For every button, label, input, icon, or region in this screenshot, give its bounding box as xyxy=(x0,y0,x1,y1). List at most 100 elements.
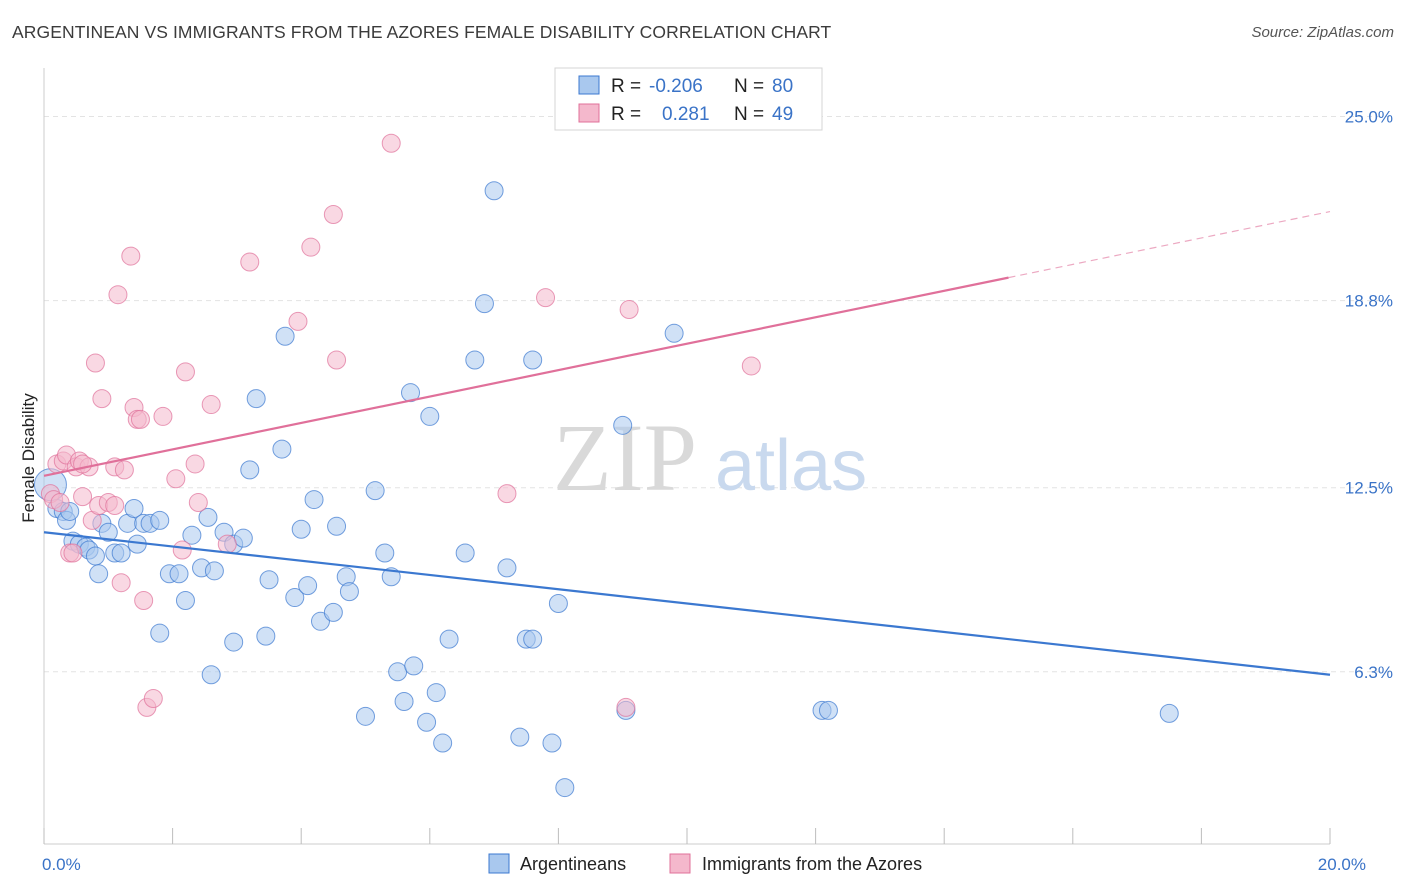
chart-title: ARGENTINEAN VS IMMIGRANTS FROM THE AZORE… xyxy=(12,22,832,42)
legend-n-value-1: 80 xyxy=(772,76,793,97)
argentineans-point xyxy=(375,543,395,563)
argentineans-point xyxy=(465,350,485,370)
azores-point xyxy=(201,395,221,415)
argentineans-point xyxy=(394,691,414,711)
azores-point xyxy=(85,353,105,373)
argentineans-point xyxy=(510,727,530,747)
azores-point xyxy=(114,460,134,480)
azores-point xyxy=(166,469,186,489)
argentineans-point xyxy=(240,460,260,480)
x-tick-label-1: 20.0% xyxy=(1318,855,1366,874)
azores-point xyxy=(143,689,163,709)
azores-point xyxy=(175,362,195,382)
azores-point xyxy=(108,285,128,305)
argentineans-point xyxy=(664,323,684,343)
azores-point xyxy=(240,252,260,272)
points-layer xyxy=(33,133,1179,798)
argentineans-point xyxy=(275,326,295,346)
y-axis-title: Female Disability xyxy=(19,393,38,523)
y-tick-label-0: 6.3% xyxy=(1354,663,1393,682)
legend-swatch-blue xyxy=(578,75,600,95)
watermark-atlas: atlas xyxy=(715,426,867,506)
argentineans-point xyxy=(420,406,440,426)
bottom-legend-label-argentineans: Argentineans xyxy=(520,854,626,874)
azores-point xyxy=(536,288,556,308)
legend-r-label-2: R = xyxy=(611,104,641,125)
azores-point xyxy=(301,237,321,257)
argentineans-point xyxy=(523,629,543,649)
argentineans-point xyxy=(497,558,517,578)
axis-layer xyxy=(43,68,1331,845)
argentineans-point xyxy=(169,564,189,584)
legend-n-value-2: 49 xyxy=(772,104,793,125)
argentineans-point xyxy=(175,591,195,611)
bottom-legend-swatch-pink xyxy=(669,853,691,874)
argentineans-point xyxy=(272,439,292,459)
azores-point xyxy=(288,311,308,331)
grid-layer xyxy=(44,116,1392,673)
argentineans-point xyxy=(417,712,437,732)
azores-point xyxy=(497,484,517,504)
argentineans-point xyxy=(291,519,311,539)
argentineans-point xyxy=(259,570,279,590)
bottom-legend: Argentineans Immigrants from the Azores xyxy=(488,853,922,874)
trend-layer xyxy=(43,210,1331,676)
argentineans-point xyxy=(542,733,562,753)
bottom-legend-label-azores: Immigrants from the Azores xyxy=(702,854,922,874)
azores-point xyxy=(50,493,70,513)
argentineans-point xyxy=(356,706,375,726)
labels-layer: 6.3% 12.5% 18.8% 25.0% 0.0% 20.0% xyxy=(42,108,1393,874)
argentineans-point xyxy=(613,415,633,435)
argentineans-point xyxy=(98,522,118,542)
azores-point xyxy=(188,493,208,513)
argentineans-point xyxy=(111,543,131,563)
argentineans-point xyxy=(401,383,421,403)
azores-point xyxy=(323,205,343,225)
legend-r-value-2: 0.281 xyxy=(662,104,710,125)
legend-swatch-pink xyxy=(578,103,600,123)
legend-n-label-2: N = xyxy=(734,104,764,125)
argentineans-point xyxy=(323,602,343,622)
azores-point xyxy=(130,409,150,429)
azores-trendline xyxy=(43,276,1009,477)
azores-point xyxy=(616,697,636,717)
argentineans-point xyxy=(224,632,244,652)
argentineans-point xyxy=(404,656,424,676)
argentineans-point xyxy=(89,564,109,584)
argentineans-point xyxy=(182,525,202,545)
azores-point xyxy=(619,300,639,320)
azores-point xyxy=(153,406,173,426)
azores-point xyxy=(92,389,112,409)
azores-point xyxy=(111,573,131,593)
y-tick-label-1: 12.5% xyxy=(1345,479,1393,498)
bottom-legend-swatch-blue xyxy=(488,853,510,874)
azores-point xyxy=(73,487,93,507)
argentineans-point xyxy=(233,528,253,548)
azores-trendline-extension xyxy=(1008,210,1331,279)
argentineans-point xyxy=(298,576,318,596)
argentineans-point xyxy=(523,350,543,370)
argentineans-point xyxy=(256,626,276,646)
argentineans-point xyxy=(339,582,359,602)
argentineans-point xyxy=(246,389,266,409)
y-tick-label-2: 18.8% xyxy=(1345,292,1393,311)
argentineans-point xyxy=(198,507,218,527)
argentineans-point xyxy=(484,181,504,201)
watermark: ZIP atlas xyxy=(553,404,867,511)
legend-n-label-1: N = xyxy=(734,76,764,97)
argentineans-point xyxy=(426,683,446,703)
azores-point xyxy=(741,356,761,376)
x-tick-label-0: 0.0% xyxy=(42,855,81,874)
argentineans-point xyxy=(285,588,305,608)
argentineans-point xyxy=(455,543,475,563)
argentineans-point xyxy=(818,700,838,720)
azores-point xyxy=(172,540,192,560)
azores-point xyxy=(105,496,125,516)
azores-point xyxy=(327,350,347,370)
legend-r-label-1: R = xyxy=(611,76,641,97)
argentineans-point xyxy=(548,593,568,613)
chart-source: Source: ZipAtlas.com xyxy=(1251,24,1394,41)
argentineans-point xyxy=(555,778,575,798)
argentineans-point xyxy=(365,481,385,501)
argentineans-point xyxy=(150,623,170,643)
